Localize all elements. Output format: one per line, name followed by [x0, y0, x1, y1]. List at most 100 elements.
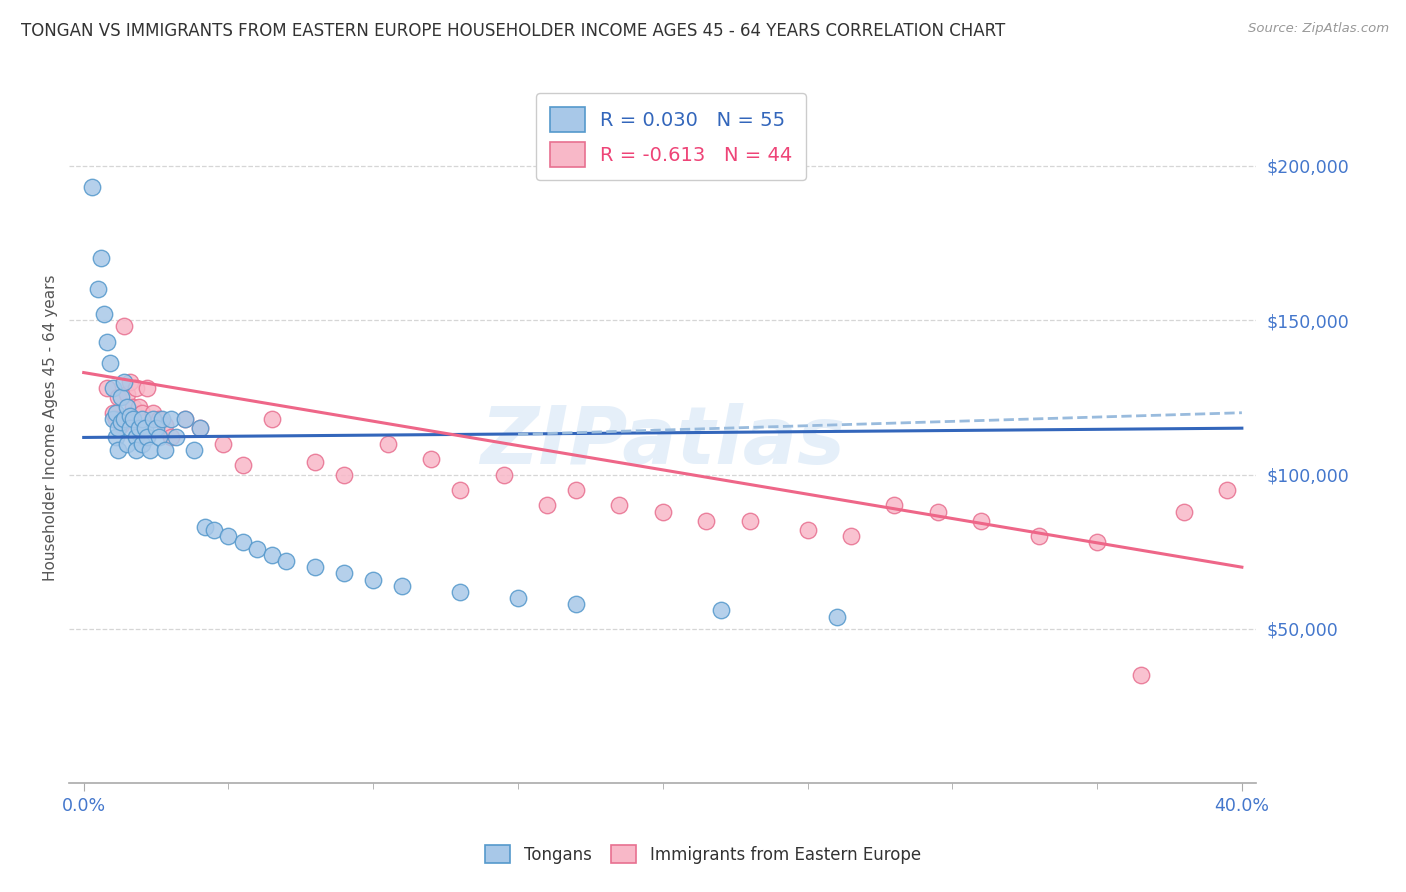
Point [110, 390, 132, 404]
Point [153, 442, 176, 457]
Point [211, 436, 233, 450]
Point [110, 415, 132, 429]
Point [107, 442, 129, 457]
Point [142, 412, 165, 426]
Point [104, 430, 127, 444]
Point [651, 505, 673, 519]
Point [136, 381, 159, 395]
Point [118, 375, 141, 389]
Point [174, 412, 197, 426]
Point [112, 412, 135, 426]
Point [536, 499, 558, 513]
Point [107, 421, 129, 435]
Point [276, 554, 298, 568]
Point [565, 597, 588, 611]
Point [260, 412, 283, 426]
Point [695, 514, 717, 528]
Point [506, 591, 529, 605]
Point [96, 381, 118, 395]
Point [420, 452, 443, 467]
Point [128, 400, 150, 414]
Point [183, 442, 205, 457]
Point [194, 520, 217, 534]
Point [159, 412, 181, 426]
Point [142, 406, 165, 420]
Point [188, 421, 211, 435]
Point [98, 356, 121, 370]
Point [796, 523, 818, 537]
Text: ZIPatlas: ZIPatlas [481, 403, 845, 482]
Point [449, 585, 471, 599]
Point [565, 483, 588, 497]
Point [1129, 668, 1152, 682]
Point [128, 421, 150, 435]
Text: TONGAN VS IMMIGRANTS FROM EASTERN EUROPE HOUSEHOLDER INCOME AGES 45 - 64 YEARS C: TONGAN VS IMMIGRANTS FROM EASTERN EUROPE… [21, 22, 1005, 40]
Point [125, 430, 148, 444]
Point [333, 566, 356, 581]
Point [738, 514, 761, 528]
Point [202, 523, 225, 537]
Point [188, 421, 211, 435]
Point [609, 499, 631, 513]
Point [232, 535, 254, 549]
Point [112, 319, 135, 334]
Point [104, 406, 127, 420]
Point [96, 334, 118, 349]
Point [122, 400, 145, 414]
Point [1216, 483, 1239, 497]
Legend: R = 0.030   N = 55, R = -0.613   N = 44: R = 0.030 N = 55, R = -0.613 N = 44 [536, 94, 806, 180]
Point [122, 412, 145, 426]
Point [825, 609, 848, 624]
Point [112, 375, 135, 389]
Point [101, 406, 124, 420]
Point [131, 412, 153, 426]
Point [104, 412, 127, 426]
Point [839, 529, 862, 543]
Point [107, 390, 129, 404]
Point [218, 529, 240, 543]
Point [139, 442, 162, 457]
Legend: Tongans, Immigrants from Eastern Europe: Tongans, Immigrants from Eastern Europe [478, 838, 928, 871]
Point [134, 421, 156, 435]
Point [148, 412, 170, 426]
Point [159, 430, 181, 444]
Point [93, 307, 115, 321]
Point [125, 442, 148, 457]
Point [174, 412, 197, 426]
Point [1173, 505, 1195, 519]
Point [1085, 535, 1108, 549]
Point [304, 455, 326, 469]
Point [391, 579, 413, 593]
Point [449, 483, 471, 497]
Point [131, 436, 153, 450]
Point [110, 418, 132, 433]
Point [118, 409, 141, 423]
Point [333, 467, 356, 482]
Point [492, 467, 515, 482]
Point [131, 406, 153, 420]
Point [150, 412, 173, 426]
Point [115, 436, 138, 450]
Point [101, 412, 124, 426]
Text: Source: ZipAtlas.com: Source: ZipAtlas.com [1249, 22, 1389, 36]
Point [304, 560, 326, 574]
Point [148, 430, 170, 444]
Point [260, 548, 283, 562]
Point [165, 430, 187, 444]
Point [115, 400, 138, 414]
Point [82, 180, 104, 194]
Point [710, 603, 733, 617]
Point [118, 421, 141, 435]
Point [115, 387, 138, 401]
Point [145, 421, 167, 435]
Point [883, 499, 905, 513]
Point [970, 514, 993, 528]
Point [125, 381, 148, 395]
Point [101, 381, 124, 395]
Y-axis label: Householder Income Ages 45 - 64 years: Householder Income Ages 45 - 64 years [44, 275, 58, 582]
Point [246, 541, 269, 556]
Point [361, 573, 384, 587]
Point [927, 505, 949, 519]
Point [87, 282, 110, 296]
Point [90, 252, 112, 266]
